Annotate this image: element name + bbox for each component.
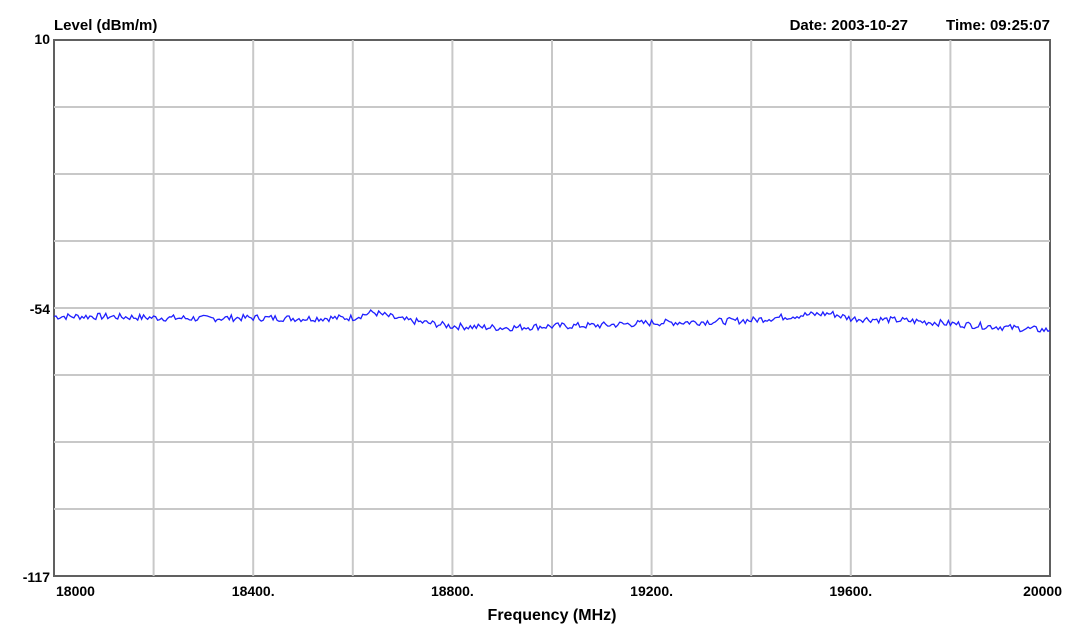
- x-tick-label: 18800.: [431, 583, 474, 599]
- time-label: Time: 09:25:07: [946, 17, 1050, 34]
- x-axis-label: Frequency (MHz): [488, 607, 617, 624]
- date-label: Date: 2003-10-27: [790, 17, 908, 34]
- x-tick-label: 20000: [1023, 583, 1062, 599]
- y-tick-label: 10: [34, 31, 50, 47]
- x-tick-label: 19600.: [829, 583, 872, 599]
- y-tick-labels: 10 -54 -117: [23, 31, 50, 585]
- grid-lines: [54, 40, 1050, 576]
- y-tick-label: -54: [30, 301, 50, 317]
- x-tick-label: 18400.: [232, 583, 275, 599]
- y-tick-label: -117: [23, 569, 50, 585]
- x-tick-label: 18000: [56, 583, 95, 599]
- y-axis-label: Level (dBm/m): [54, 17, 157, 34]
- x-tick-label: 19200.: [630, 583, 673, 599]
- x-tick-labels: 18000 18400. 18800. 19200. 19600. 20000: [56, 583, 1062, 599]
- level-trace: [53, 308, 1051, 333]
